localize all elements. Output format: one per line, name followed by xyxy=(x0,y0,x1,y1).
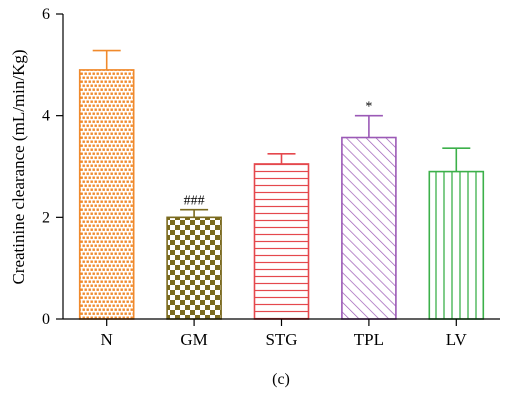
x-tick-label-stg: STG xyxy=(265,330,297,349)
figure-caption: (c) xyxy=(272,371,290,388)
significance-labels: ### * xyxy=(184,100,373,209)
y-axis: 0 2 4 6 xyxy=(42,6,64,328)
error-bars xyxy=(92,49,471,218)
x-axis: N GM STG TPL LV xyxy=(63,318,500,349)
x-tick-label-tpl: TPL xyxy=(354,330,384,349)
x-tick-label-n: N xyxy=(101,330,113,349)
significance-tpl: * xyxy=(365,100,372,115)
x-tick-label-lv: LV xyxy=(446,330,468,349)
y-tick-label: 6 xyxy=(42,6,50,23)
bar-stg xyxy=(253,163,310,320)
bar-tpl xyxy=(341,136,397,320)
bar-gm xyxy=(166,216,222,320)
bars xyxy=(78,69,485,320)
y-tick-label: 4 xyxy=(42,108,50,125)
bar-lv xyxy=(428,170,485,320)
y-tick-label: 2 xyxy=(42,209,50,226)
y-tick-label: 0 xyxy=(42,311,50,328)
x-tick-label-gm: GM xyxy=(180,330,207,349)
bar-n xyxy=(78,69,135,320)
significance-gm: ### xyxy=(184,194,205,209)
y-axis-label: Creatinine clearance (mL/min/Kg) xyxy=(9,49,28,284)
